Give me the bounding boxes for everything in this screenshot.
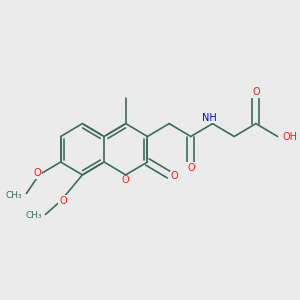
Text: OH: OH [283,131,298,142]
Text: O: O [122,175,130,185]
Text: O: O [171,171,178,182]
Text: CH₃: CH₃ [25,212,42,220]
Text: O: O [252,87,260,97]
Text: NH: NH [202,112,216,123]
Text: O: O [34,168,41,178]
Text: O: O [59,196,67,206]
Text: CH₃: CH₃ [5,190,22,200]
Text: O: O [187,163,195,173]
